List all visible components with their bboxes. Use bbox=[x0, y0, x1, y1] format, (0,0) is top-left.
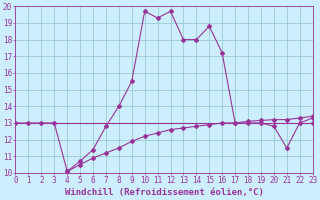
X-axis label: Windchill (Refroidissement éolien,°C): Windchill (Refroidissement éolien,°C) bbox=[65, 188, 263, 197]
